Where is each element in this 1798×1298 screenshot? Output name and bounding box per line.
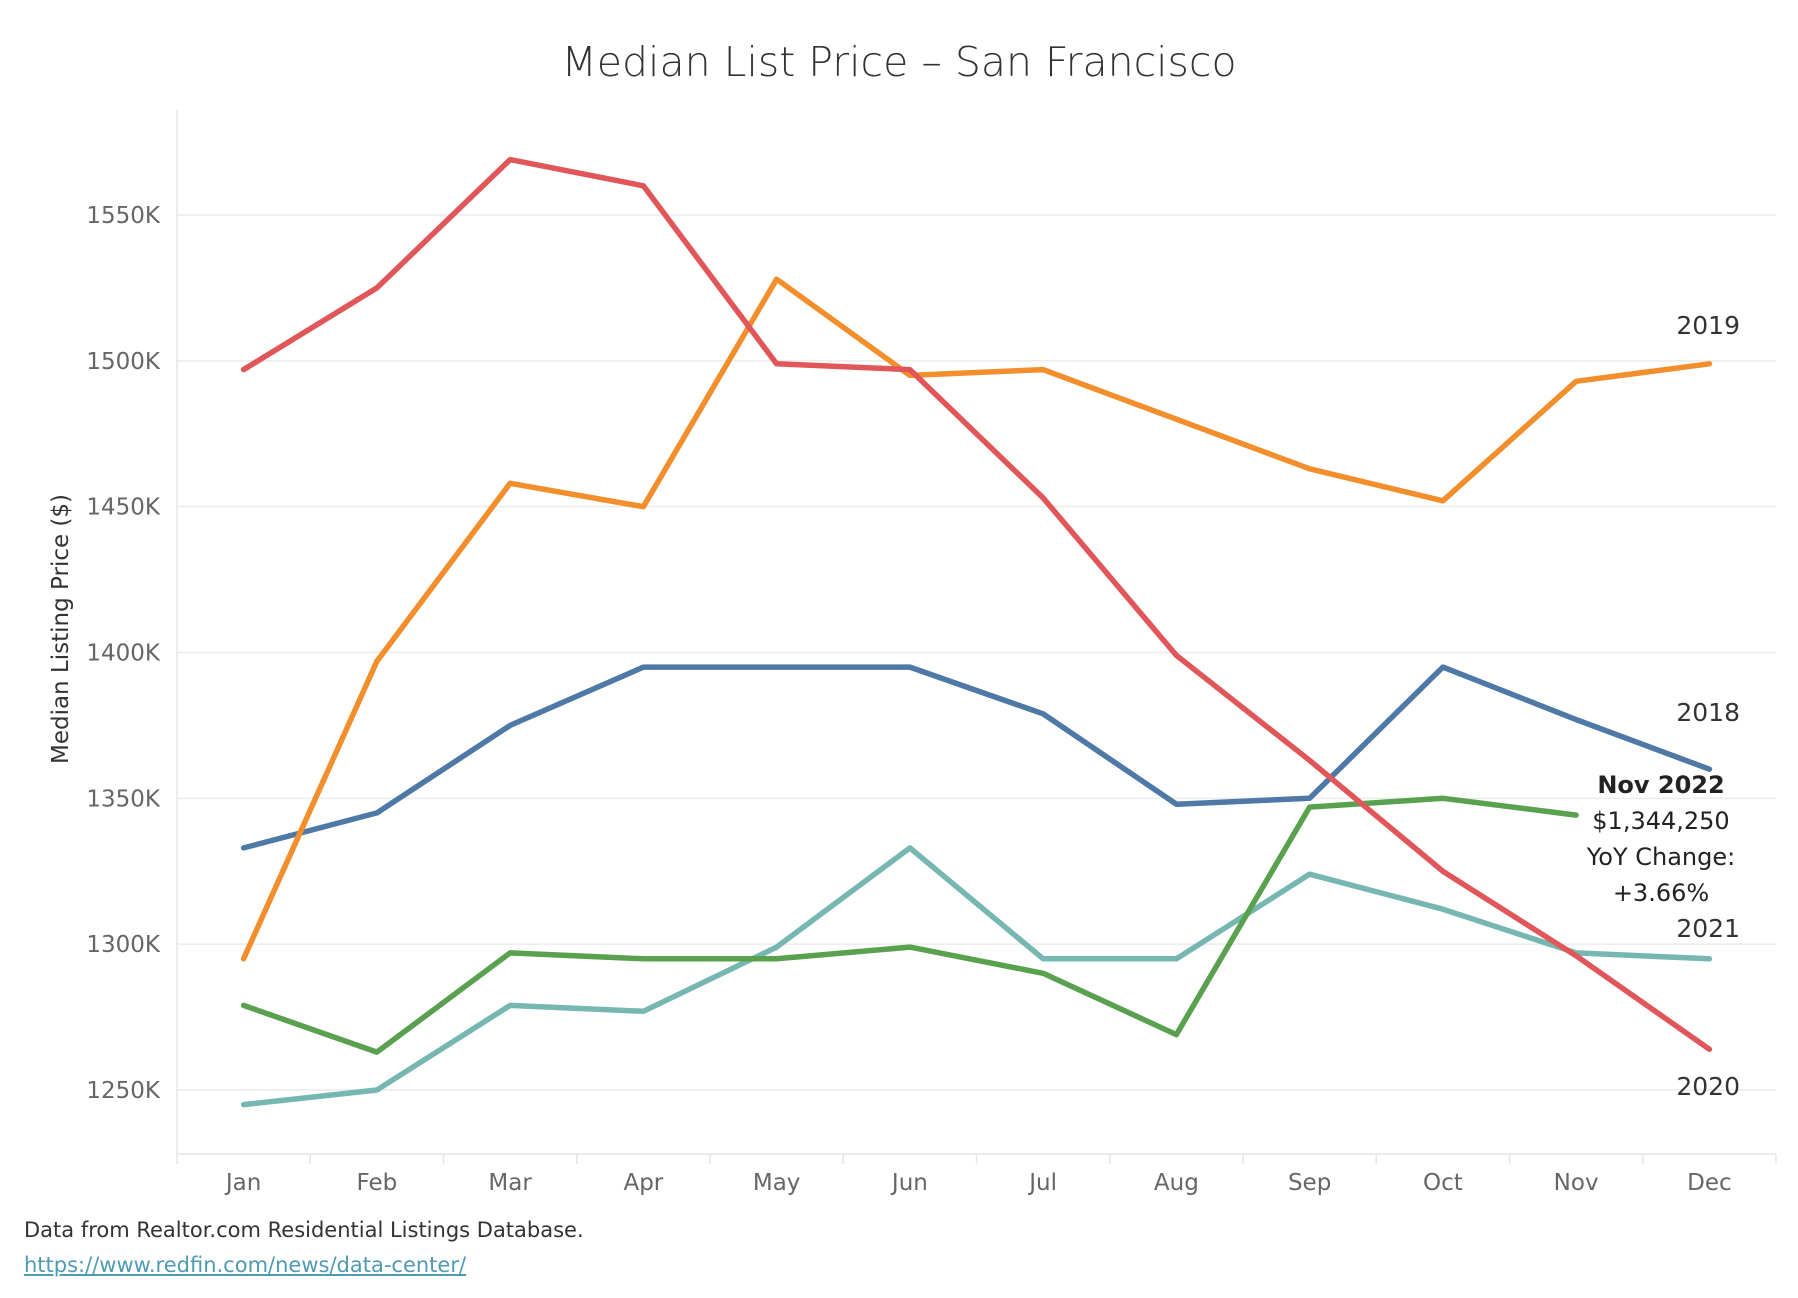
series-line-2020 xyxy=(240,156,1713,1052)
series-line-2021 xyxy=(240,845,1713,1108)
x-tick-label: Aug xyxy=(1154,1170,1199,1196)
x-axis-ticks: Jan Feb Mar Apr May Jun Jul Aug Sep Oct Nov Dec xyxy=(224,1170,1732,1196)
series-label-2021: 2021 xyxy=(1676,914,1740,943)
series-label-2019: 2019 xyxy=(1676,311,1740,340)
y-tick-label: 1500K xyxy=(86,349,161,375)
x-tick-label: Apr xyxy=(623,1170,663,1196)
annotation-label: YoY Change: xyxy=(1586,843,1735,871)
y-tick-label: 1300K xyxy=(86,932,161,958)
series-line-2019 xyxy=(240,276,1713,962)
x-tick-label: Jan xyxy=(224,1170,261,1196)
series-labels: 2018 2019 2020 2021 xyxy=(1676,311,1740,1101)
series-line-2018 xyxy=(240,664,1713,851)
x-tick-label: May xyxy=(753,1170,801,1196)
nov-2022-annotation: Nov 2022 $1,344,250 YoY Change: +3.66% xyxy=(1586,771,1735,907)
gridlines xyxy=(177,214,1776,1091)
axes xyxy=(176,110,1777,1164)
y-axis-title: Median Listing Price ($) xyxy=(48,494,74,764)
x-tick-label: Oct xyxy=(1423,1170,1463,1196)
footer-source-note: Data from Realtor.com Residential Listin… xyxy=(24,1218,584,1242)
x-tick-label: Sep xyxy=(1288,1170,1331,1196)
x-tick-label: Dec xyxy=(1687,1170,1732,1196)
y-tick-label: 1450K xyxy=(86,495,161,521)
x-tick-label: Jul xyxy=(1027,1170,1057,1196)
x-tick-label: Feb xyxy=(357,1170,398,1196)
series-label-2018: 2018 xyxy=(1676,698,1740,727)
y-tick-label: 1550K xyxy=(86,203,161,229)
x-tick-label: Mar xyxy=(488,1170,532,1196)
annotation-change: +3.66% xyxy=(1613,879,1709,907)
footer-source-link[interactable]: https://www.redfin.com/news/data-center/ xyxy=(24,1253,467,1277)
y-axis-ticks: 1250K 1300K 1350K 1400K 1450K 1500K 1550K xyxy=(86,203,161,1104)
annotation-value: $1,344,250 xyxy=(1592,807,1729,835)
y-tick-label: 1350K xyxy=(86,786,161,812)
y-tick-label: 1250K xyxy=(86,1078,161,1104)
chart-title: Median List Price – San Francisco xyxy=(561,38,1237,86)
y-tick-label: 1400K xyxy=(86,641,161,667)
annotation-title: Nov 2022 xyxy=(1597,771,1724,799)
series-lines xyxy=(240,156,1713,1108)
x-tick-label: Nov xyxy=(1554,1170,1599,1196)
x-tick-label: Jun xyxy=(890,1170,928,1196)
series-label-2020: 2020 xyxy=(1676,1072,1740,1101)
series-line-current xyxy=(240,795,1579,1055)
